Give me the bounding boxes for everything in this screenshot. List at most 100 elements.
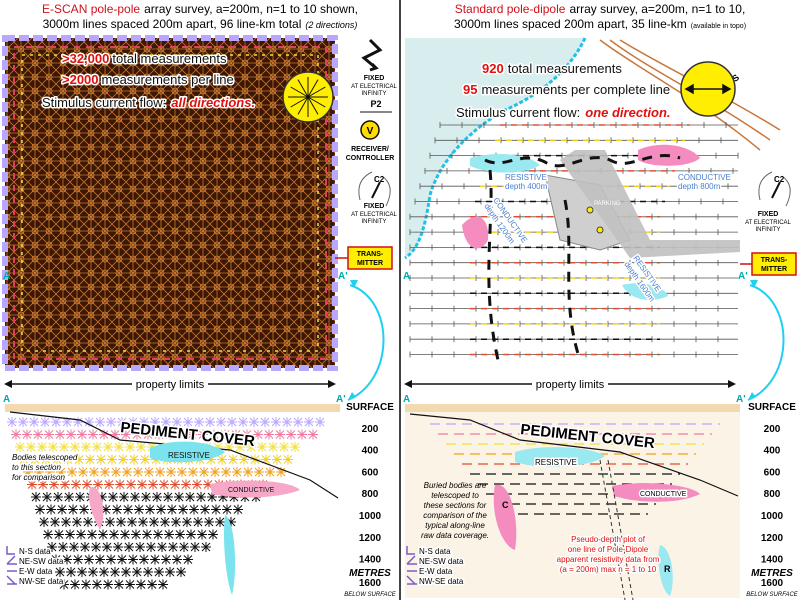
resistive-body xyxy=(515,447,605,467)
legend-label: NW-SE data xyxy=(419,577,464,586)
resistive-body xyxy=(622,283,668,301)
infinity-label: INFINITY xyxy=(362,91,387,97)
conductive-body xyxy=(493,484,517,550)
marker xyxy=(586,206,594,214)
transmitter-label: MITTER xyxy=(357,260,383,267)
title-text: 3000m lines spaced 200m apart, 96 line-k… xyxy=(43,17,302,31)
units-label: METRES xyxy=(349,568,391,579)
shoreline xyxy=(404,37,587,260)
conductive-body xyxy=(612,483,700,502)
grid-border xyxy=(2,35,338,371)
conductive-body xyxy=(210,480,300,498)
title-text: array survey, a=200m, n=1 to 10 shown, xyxy=(144,2,358,16)
depth-label: 600 xyxy=(764,467,781,478)
legend-label: E-W data xyxy=(419,567,453,576)
note-line: comparison of the xyxy=(423,511,487,520)
c2-icon xyxy=(371,181,381,199)
bedrock-contact xyxy=(599,459,634,600)
title-note: (2 directions) xyxy=(305,20,357,30)
link-arrow xyxy=(347,284,385,401)
direction-ray xyxy=(307,86,326,98)
direction-ray xyxy=(307,96,319,115)
end-label: A xyxy=(3,271,10,282)
plot-note-line: Pseudo-depth plot of xyxy=(571,535,646,544)
direction-arrow xyxy=(684,83,732,95)
data-row xyxy=(31,492,261,502)
units-label: METRES xyxy=(751,568,793,579)
legend-icon xyxy=(406,575,417,585)
fixed-label: FIXED xyxy=(364,75,385,82)
end-label: A xyxy=(403,271,410,282)
legend-label: NW-SE data xyxy=(19,577,64,586)
surface-band xyxy=(5,404,340,412)
title-note: (available in topo) xyxy=(691,23,746,30)
stimulus-line: Stimulus current flow: one direction. xyxy=(456,105,671,120)
stat-line: >32,000 total measurements xyxy=(62,51,227,66)
stat-value: 95 xyxy=(463,82,477,97)
note: Bodies telescoped xyxy=(12,453,78,462)
legend-label: N-S data xyxy=(419,547,451,556)
fixed-label: FIXED xyxy=(758,211,779,218)
data-row xyxy=(35,504,243,515)
end-label: A' xyxy=(338,271,348,282)
depth-scale: SURFACE 200 400 600 800 1000 1200 1400 1600METRE… xyxy=(344,402,397,598)
direction-icon xyxy=(282,71,334,123)
direction-ray xyxy=(290,86,309,98)
depth-label: 1400 xyxy=(761,555,784,566)
body-label: RESISTIVE xyxy=(505,173,547,182)
title-highlight: E-SCAN pole-pole xyxy=(42,2,140,16)
legend-icon xyxy=(6,555,17,565)
infinity-label: INFINITY xyxy=(362,219,387,225)
link-arrow xyxy=(747,284,785,401)
stat-line: 95 measurements per complete line xyxy=(463,82,670,97)
data-row xyxy=(39,517,236,527)
surface-band xyxy=(405,404,740,412)
c2-label: C2 xyxy=(374,175,385,184)
marker xyxy=(596,226,604,234)
plot-note-line: one line of Pole-Dipole xyxy=(568,545,649,554)
depth-label: SURFACE xyxy=(346,402,394,413)
receiver-label: RECEIVER/ xyxy=(351,146,389,153)
label-bg xyxy=(532,377,608,391)
body-label: CONDUCTIVE xyxy=(640,491,687,498)
property-label: property limits xyxy=(536,379,605,391)
pseudo-section xyxy=(7,417,325,590)
data-row xyxy=(59,579,168,590)
body-label: RESISTIVE xyxy=(168,451,210,460)
infinity-label: AT ELECTRICAL xyxy=(351,84,397,90)
plot-note-line: (a = 200m) max n = 1 to 10 xyxy=(560,565,657,574)
data-row xyxy=(47,542,211,552)
body-label: CONDUCTIVE xyxy=(228,487,275,494)
end-label: A xyxy=(403,394,410,405)
depth-label: 800 xyxy=(764,489,781,500)
depth-label: 200 xyxy=(362,424,379,435)
water-area xyxy=(405,38,585,258)
bedrock-contact xyxy=(487,169,582,361)
depth-label: 1600 xyxy=(761,578,784,589)
data-row xyxy=(43,529,218,540)
parking-label: PARKING xyxy=(594,201,621,207)
stat-value: >32,000 xyxy=(62,51,109,66)
stat-value: 920 xyxy=(482,61,504,76)
legend-icon xyxy=(6,575,17,585)
title-line: 3000m lines spaced 200m apart, 96 line-k… xyxy=(43,17,358,31)
infinity-label: AT ELECTRICAL xyxy=(351,212,397,218)
stimulus-line: Stimulus current flow: all directions. xyxy=(42,95,255,110)
infinity-label: AT ELECTRICAL xyxy=(745,220,791,226)
stat-line: >2000 measurements per line xyxy=(62,72,234,87)
note-line: typical along-line xyxy=(425,521,485,530)
legend-icon xyxy=(6,546,15,555)
data-row xyxy=(51,554,193,565)
transmitter-label: TRANS- xyxy=(761,257,788,264)
below-label: BELOW SURFACE xyxy=(344,592,397,598)
section-bg xyxy=(405,412,740,598)
data-row xyxy=(7,417,325,427)
body-depth: depth 400m xyxy=(505,182,548,191)
note: for comparison xyxy=(12,473,65,482)
end-label: A' xyxy=(738,271,748,282)
body-label: R xyxy=(664,564,671,574)
direction-ray xyxy=(307,79,319,98)
